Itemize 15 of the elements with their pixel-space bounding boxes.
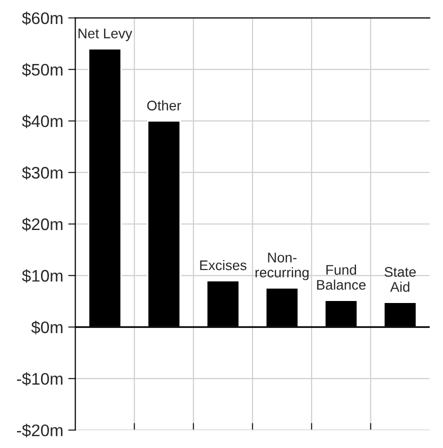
y-tick-label: $20m (22, 218, 62, 232)
y-tick-label: $50m (22, 63, 62, 77)
x-tick-label: Net Levy (78, 28, 132, 42)
y-tick-label: -$10m (17, 372, 62, 386)
y-tick-label: $60m (22, 12, 62, 26)
x-tick-label: Excises (200, 260, 246, 270)
x-tick-label: State Aid (384, 267, 416, 292)
y-tick-label: $0m (31, 320, 62, 334)
y-tick-label: $10m (22, 269, 62, 283)
y-tick-label: $40m (22, 114, 62, 128)
x-tick-label: Fund Balance (317, 264, 366, 290)
x-tick-label: Non- recurring (256, 252, 309, 280)
y-tick-label: $30m (22, 166, 62, 180)
y-tick-label: -$20m (17, 424, 62, 438)
x-tick-label: Other (147, 100, 182, 110)
